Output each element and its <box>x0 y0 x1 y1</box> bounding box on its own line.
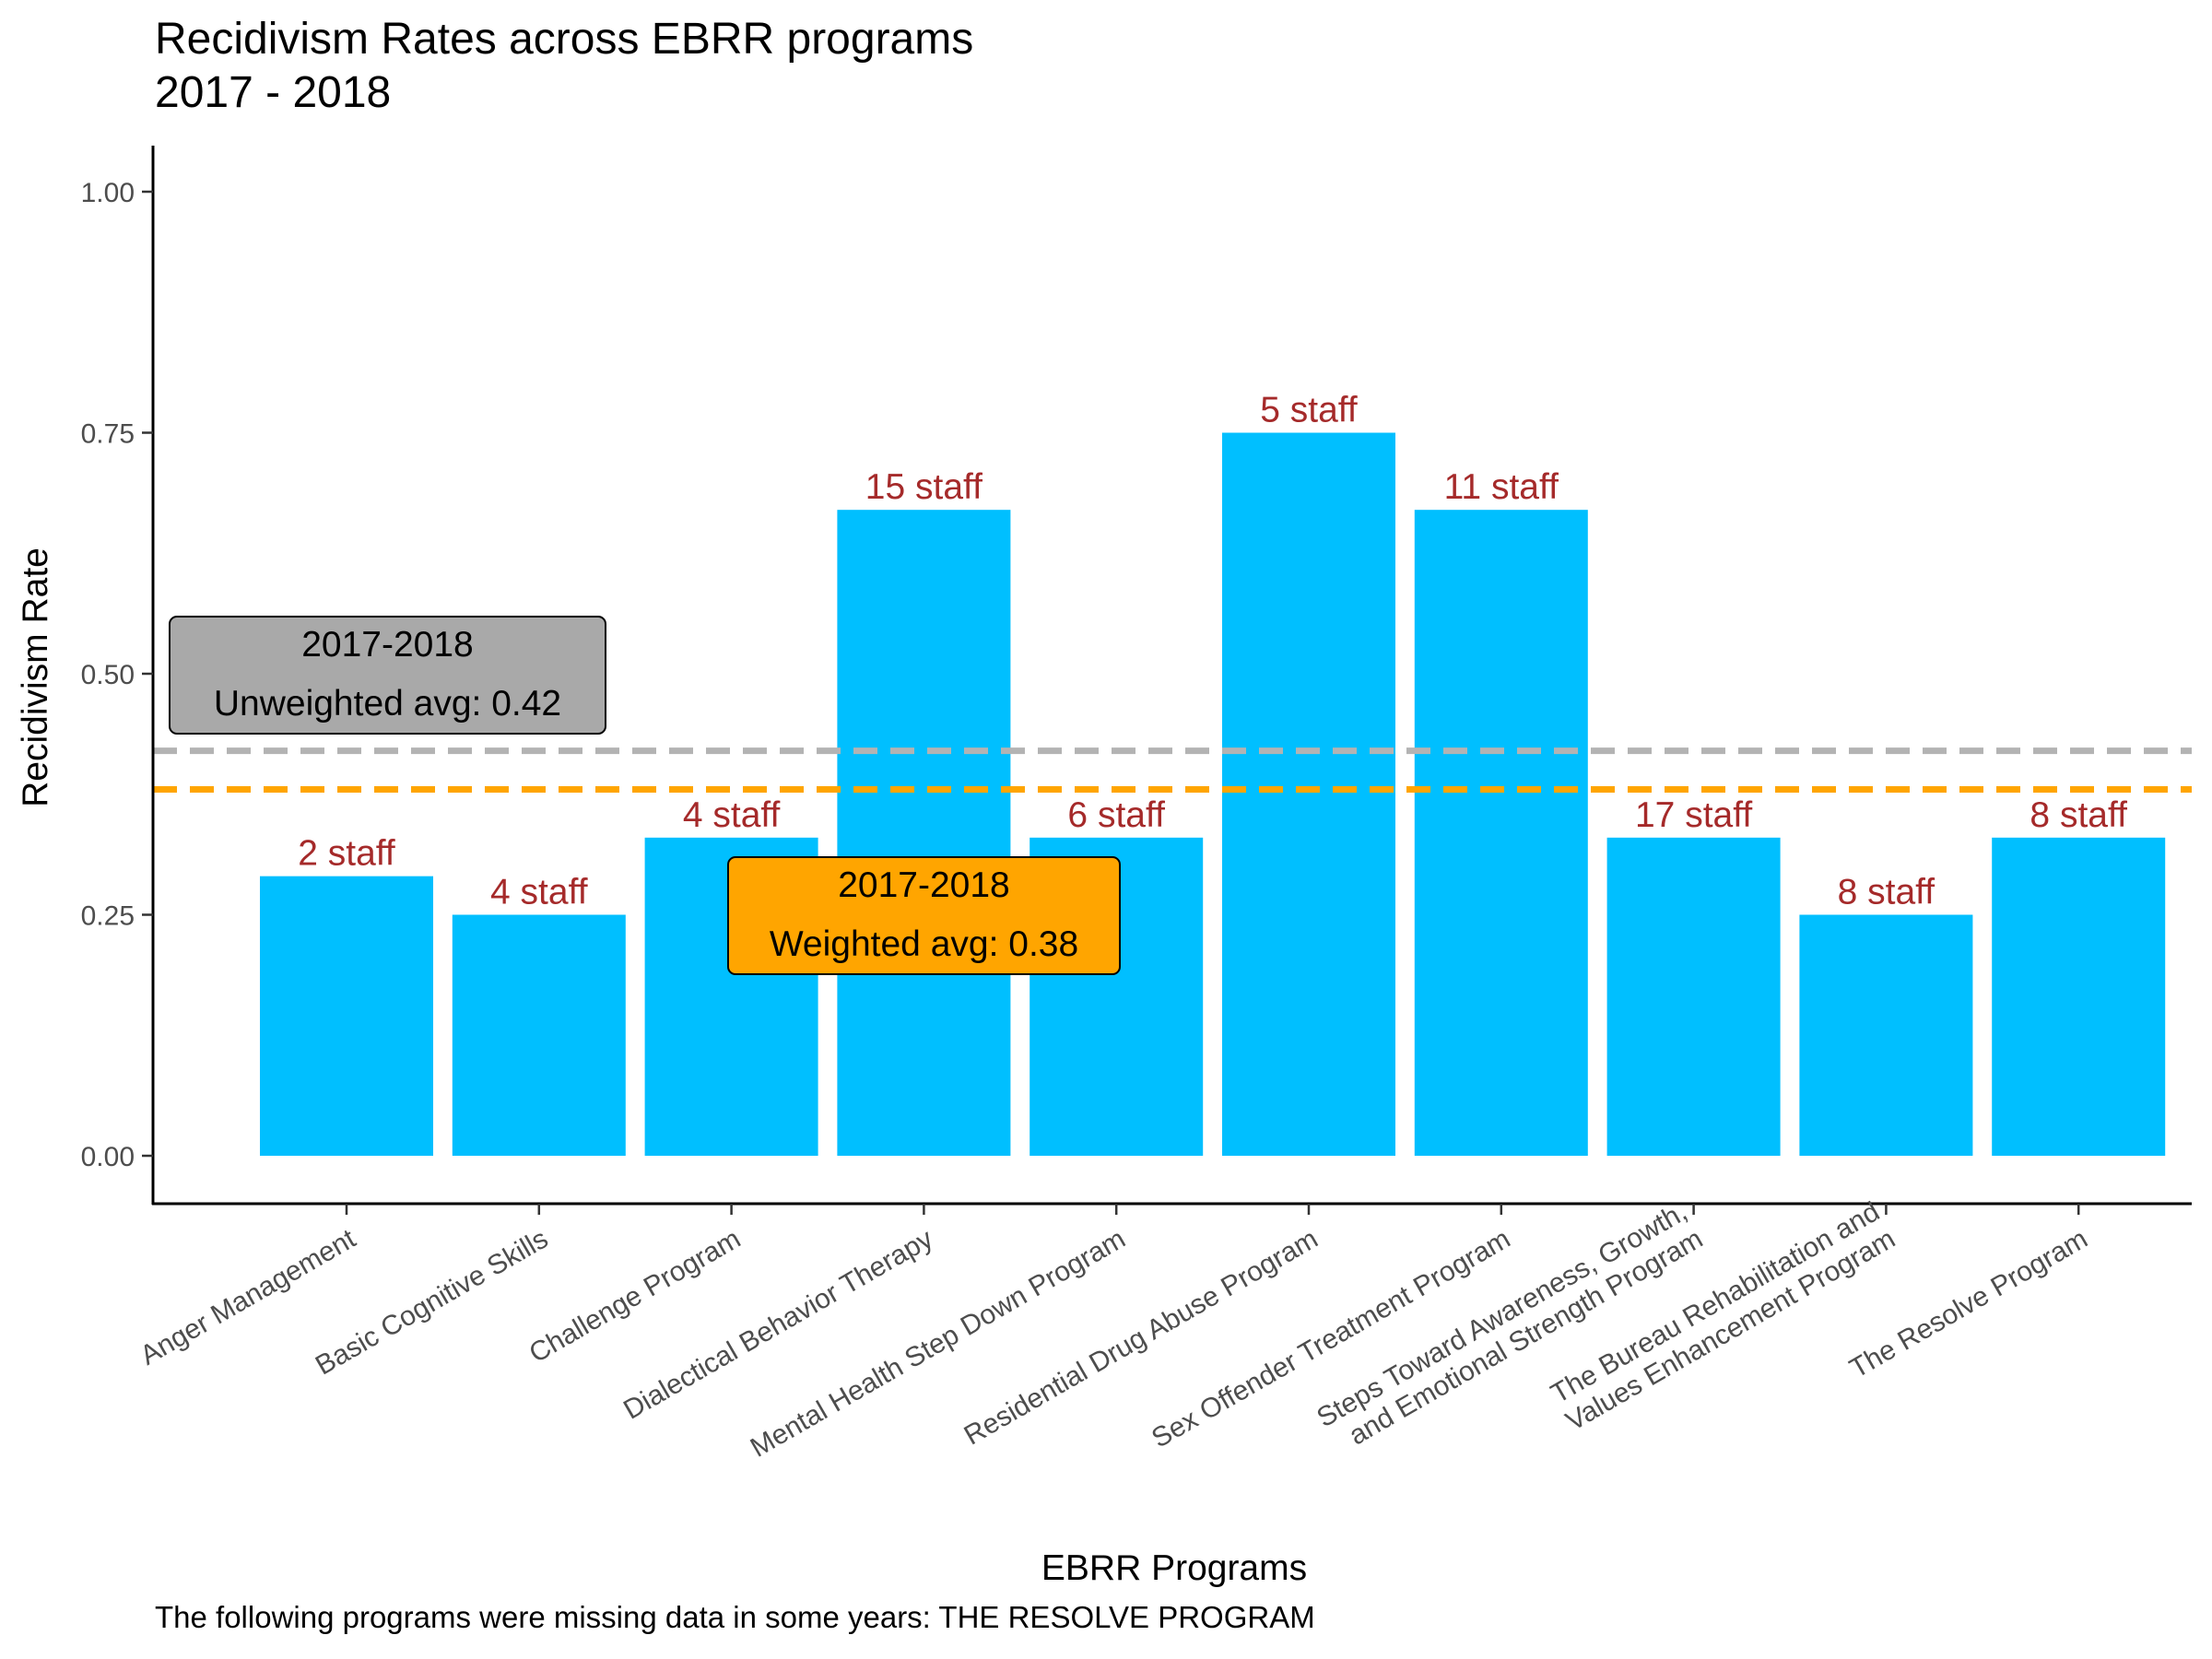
chart-title: Recidivism Rates across EBRR programs 20… <box>155 13 973 120</box>
annotation-box <box>727 856 1121 975</box>
annotation-text: Unweighted avg: 0.42 <box>214 684 561 724</box>
y-axis-title: Recidivism Rate <box>16 547 55 807</box>
bar <box>1606 837 1781 1156</box>
annotation-box <box>169 616 606 735</box>
bar-data-label: 15 staff <box>865 467 982 507</box>
bar-data-label: 8 staff <box>1838 873 1936 912</box>
y-tick-label: 0.50 <box>81 660 135 690</box>
y-tick-label: 0.75 <box>81 419 135 450</box>
x-tick-label: Dialectical Behavior Therapy <box>618 1223 938 1425</box>
bar <box>1799 914 1973 1156</box>
bar-data-label: 11 staff <box>1444 467 1559 507</box>
unweighted-avg-annotation: 2017-2018 Unweighted avg: 0.42 <box>169 616 606 735</box>
bars-layer <box>260 432 2166 1156</box>
weighted-avg-annotation: 2017-2018 Weighted avg: 0.38 <box>727 856 1121 975</box>
bar-data-label: 5 staff <box>1260 391 1358 430</box>
reference-lines-layer <box>153 747 2192 794</box>
bar <box>1992 837 2166 1156</box>
annotations-layer: 2017-2018 Unweighted avg: 0.42 2017-2018 We… <box>169 616 1121 975</box>
chart-title-line-2: 2017 - 2018 <box>155 68 392 117</box>
bar-data-label: 2 staff <box>298 834 395 874</box>
bar <box>1414 510 1588 1156</box>
annotation-text: 2017-2018 <box>301 625 474 665</box>
bar-data-label: 4 staff <box>683 795 781 835</box>
x-tick-label: The Bureau Rehabilitation andValues Enha… <box>1545 1196 1900 1437</box>
bar <box>452 914 626 1156</box>
y-tick-label: 1.00 <box>81 178 135 208</box>
annotation-text: Weighted avg: 0.38 <box>770 924 1078 964</box>
x-tick-label: Mental Health Step Down Program <box>746 1223 1131 1463</box>
bar-labels-layer: 2 staff 4 staff 4 staff 15 staff 6 staff 5 st… <box>298 391 2127 912</box>
bar <box>260 876 433 1156</box>
bar-data-label: 6 staff <box>1067 795 1165 835</box>
bar <box>837 510 1011 1156</box>
annotation-text: 2017-2018 <box>838 865 1010 905</box>
y-tick-label: 0.00 <box>81 1142 135 1172</box>
chart-caption: The following programs were missing data… <box>155 1600 1315 1634</box>
bar-data-label: 4 staff <box>490 873 588 912</box>
chart-title-line-1: Recidivism Rates across EBRR programs <box>155 15 974 64</box>
x-tick-label: Residential Drug Abuse Program <box>959 1223 1324 1451</box>
bar-data-label: 17 staff <box>1635 795 1752 835</box>
bar-data-label: 8 staff <box>2030 795 2127 835</box>
bar <box>1222 432 1395 1156</box>
y-tick-label: 0.25 <box>81 901 135 932</box>
x-axis-title: EBRR Programs <box>1041 1548 1307 1588</box>
